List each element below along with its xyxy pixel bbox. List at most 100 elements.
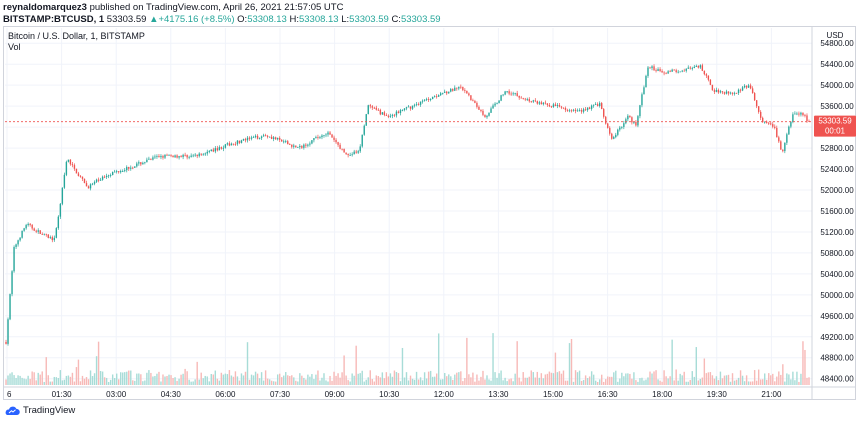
volume-bar [367,377,369,385]
volume-bar [560,373,563,385]
volume-bar [25,379,27,385]
candle-body [737,89,740,94]
candle-body [315,137,317,139]
candle-body [109,175,112,176]
candle-body [389,115,392,117]
tradingview-logo[interactable]: TradingView [4,405,75,416]
volume-bar [472,372,474,385]
volume-bar [586,378,589,385]
candle-body [258,138,261,139]
candle-body [671,69,673,72]
volume-bar [762,379,764,385]
candle-body [472,100,474,102]
candle-body [504,91,506,95]
volume-bar [584,375,587,385]
volume-bar [115,373,118,385]
volume-bar [480,376,482,385]
volume-bar [464,378,466,385]
low-value: 53303.59 [349,14,389,25]
volume-bar [178,378,180,385]
candle-body [97,179,100,181]
volume-bar [333,371,335,385]
volume-bar [707,372,710,385]
candle-body [218,147,221,151]
volume-bar [327,381,329,385]
candle-body [651,66,653,69]
candle-body [387,115,390,117]
volume-bar [136,373,138,385]
volume-bar [780,374,782,385]
candle-body [182,154,184,158]
volume-bar [460,371,462,385]
volume-bar [246,342,249,385]
candle-body [786,134,788,143]
candle-body [466,90,468,94]
volume-bar [673,380,675,385]
candle-body [444,91,446,93]
volume-bar [339,377,341,385]
volume-bar [351,373,353,385]
candle-body [484,114,486,118]
volume-bar [766,379,768,385]
volume-bar [470,377,472,385]
author-name[interactable]: reynaldomarquez3 [3,2,87,13]
candle-body [480,109,482,111]
candle-body [369,105,371,107]
y-tick-label: 52400.00 [820,165,854,174]
candle-body [115,171,118,172]
candle-body [774,126,776,128]
candle-body [582,109,585,112]
candle-body [576,110,579,112]
volume-bar [71,372,74,385]
candle-body [524,98,526,100]
candle-body [5,342,7,344]
candle-body [85,183,88,187]
volume-bar [91,376,94,385]
volume-bar [782,364,784,385]
volume-bar [768,373,770,385]
candle-body [196,154,198,157]
candle-body [536,101,539,104]
volume-bar [611,376,613,385]
candle-body [665,73,667,75]
volume-bar [689,380,691,385]
candle-body [548,104,551,107]
volume-bar [276,374,279,385]
candle-body [540,102,543,105]
candle-body [492,105,494,109]
volume-bar [639,378,641,385]
candle-body [242,139,245,141]
candle-body [713,90,716,92]
volume-bar [29,378,31,385]
candle-body [731,92,734,94]
candle-body [427,99,430,100]
candle-body [59,203,62,217]
candle-body [73,165,76,169]
candle-body [506,91,508,92]
volume-bar [266,378,269,385]
candle-body [283,141,285,143]
candle-body [584,109,587,111]
candle-body [460,86,462,88]
volume-bar [444,373,446,385]
volume-bar [244,371,247,385]
volume-bar [725,375,728,385]
volume-bar [615,370,617,385]
candle-body [383,112,386,116]
candle-body [99,179,102,181]
volume-bar [83,378,86,385]
volume-bar [81,375,84,385]
candle-body [168,154,170,156]
candle-body [556,105,559,106]
candle-body [79,175,82,177]
volume-bar [103,377,106,385]
volume-bar [802,341,804,385]
candle-body [685,68,687,71]
volume-bar [272,381,275,385]
candle-body [17,240,19,245]
high-label: H: [289,14,299,25]
volume-bar [653,371,655,385]
candle-body [709,79,712,85]
volume-bar [168,374,170,385]
